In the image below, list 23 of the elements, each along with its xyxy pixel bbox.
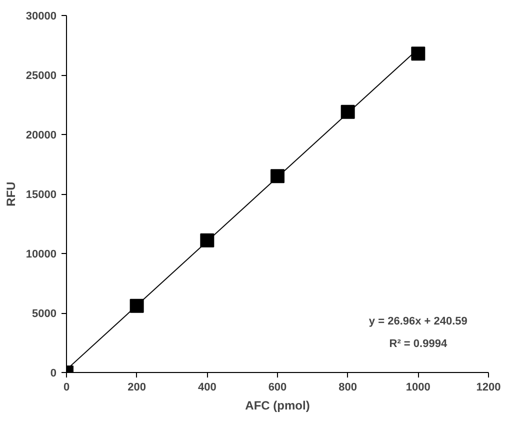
y-tick-label: 20000 — [26, 130, 57, 142]
y-tick-label: 25000 — [26, 70, 57, 82]
x-tick-label: 400 — [198, 382, 216, 394]
point — [270, 169, 284, 184]
x-tick-label: 800 — [338, 382, 358, 394]
point — [200, 233, 214, 248]
y-tick-label: 30000 — [26, 10, 57, 22]
annotation: R² = 0.9994 — [389, 338, 448, 350]
x-axis-title: AFC (pmol) — [245, 398, 310, 412]
point — [340, 104, 355, 119]
x-tick-label: 0 — [63, 382, 70, 394]
y-axis-title: RFU — [4, 182, 18, 206]
point — [130, 298, 144, 313]
y-tick-label: 10000 — [26, 248, 57, 260]
x-tick-label: 200 — [128, 382, 146, 394]
annotation: y = 26.96x + 240.59 — [368, 315, 468, 328]
x-tick-label: 1200 — [476, 382, 501, 394]
x-tick-label: 1000 — [406, 382, 430, 394]
point — [411, 46, 426, 61]
y-tick-label: 0 — [50, 368, 57, 380]
y-tick-label: 5000 — [32, 308, 57, 320]
y-tick-label: 15000 — [26, 189, 57, 201]
x-tick-label: 600 — [268, 382, 287, 394]
